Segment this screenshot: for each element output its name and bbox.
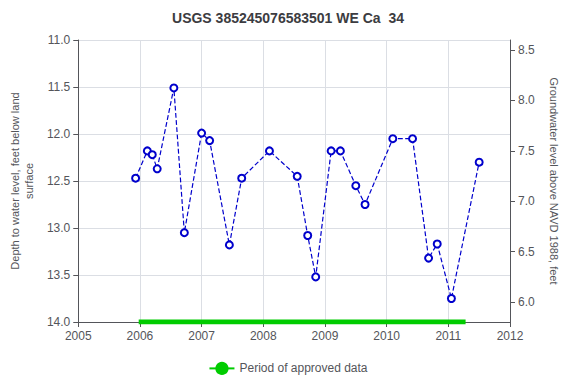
svg-text:11.5: 11.5 xyxy=(48,80,71,94)
svg-text:USGS 385245076583501 WE Ca 34: USGS 385245076583501 WE Ca 34 xyxy=(172,10,404,26)
svg-text:2005: 2005 xyxy=(65,329,92,343)
svg-text:Period of approved data: Period of approved data xyxy=(239,361,367,375)
svg-text:6.0: 6.0 xyxy=(518,295,535,309)
svg-text:13.5: 13.5 xyxy=(47,268,71,282)
svg-text:2009: 2009 xyxy=(312,329,339,343)
svg-text:2007: 2007 xyxy=(188,329,215,343)
svg-text:Depth to water level, feet bel: Depth to water level, feet below land xyxy=(9,92,21,269)
svg-text:14.0: 14.0 xyxy=(47,315,71,329)
svg-text:8.5: 8.5 xyxy=(518,43,535,57)
svg-text:12.0: 12.0 xyxy=(47,127,71,141)
svg-text:surface: surface xyxy=(23,163,35,199)
svg-text:2011: 2011 xyxy=(435,329,461,343)
svg-text:2010: 2010 xyxy=(373,329,400,343)
svg-text:2006: 2006 xyxy=(127,329,154,343)
svg-text:13.0: 13.0 xyxy=(47,221,71,235)
svg-text:8.0: 8.0 xyxy=(518,93,535,107)
svg-text:7.0: 7.0 xyxy=(518,194,535,208)
svg-text:2008: 2008 xyxy=(250,329,277,343)
svg-text:2012: 2012 xyxy=(497,329,524,343)
svg-text:6.5: 6.5 xyxy=(518,245,535,259)
svg-text:12.5: 12.5 xyxy=(47,174,71,188)
svg-text:Groundwater level above NAVD 1: Groundwater level above NAVD 1988, feet xyxy=(548,77,560,284)
svg-text:7.5: 7.5 xyxy=(518,144,535,158)
svg-text:11.0: 11.0 xyxy=(48,33,71,47)
